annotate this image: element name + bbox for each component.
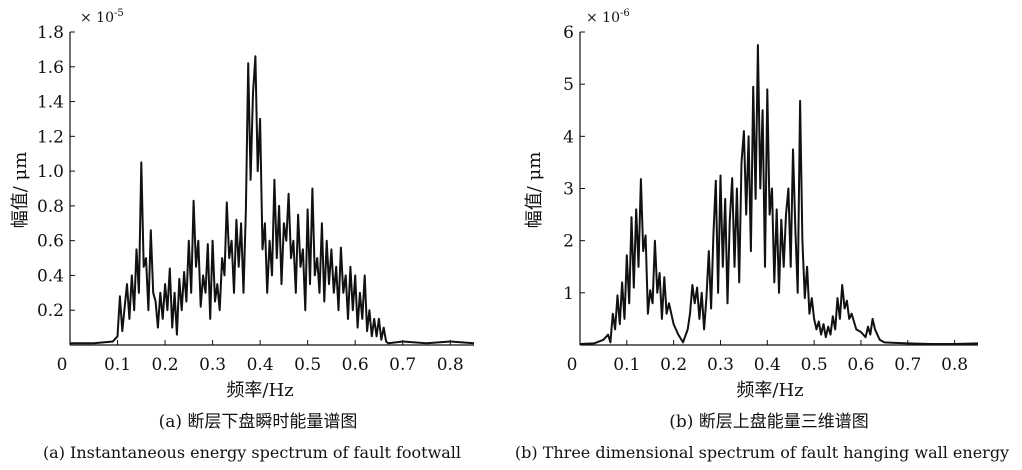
chartB-x-tick-label: 0.5 [801,355,828,375]
chart-b-caption-en: (b) Three dimensional spectrum of fault … [515,443,1009,462]
chart-b-caption-cn: (b) 断层上盘能量三维谱图 [669,412,869,432]
chartB-y-tick-label: 5 [563,75,574,95]
chart-b-y-label: 幅值/ μm [524,152,545,229]
chart-a-y-label: 幅值/ μm [10,152,31,229]
chartA-x-tick-label: 0.8 [437,355,464,375]
chart-a-caption-en: (a) Instantaneous energy spectrum of fau… [43,443,461,462]
chartB-y-tick-label: 3 [563,180,574,200]
chartB-x-tick-label: 0.2 [660,355,687,375]
chart-a-y-ticks: 0.2 0.4 0.6 0.8 1.0 1.2 1.4 1.6 1.8 [37,23,75,321]
chartA-x-tick-label: 0.1 [104,355,131,375]
chartA-x-tick-label: 0.7 [389,355,416,375]
chartB-y-tick-label: 6 [563,23,574,43]
chart-a-x-origin-label: 0 [57,355,68,375]
chartA-y-tick-label: 1.0 [37,162,64,182]
chartB-x-tick-label: 0.3 [707,355,734,375]
chartA-y-tick-label: 1.8 [37,23,64,43]
chartA-y-tick-label: 0.2 [37,301,64,321]
chart-b-series-line [579,44,979,345]
chartA-x-tick-label: 0.3 [199,355,226,375]
chart-a-caption-cn: (a) 断层下盘瞬时能量谱图 [159,412,358,432]
chartB-x-tick-label: 0.6 [847,355,874,375]
chart-b-x-origin-label: 0 [567,355,578,375]
chart-a-series-line [70,55,475,345]
chartA-x-tick-label: 0.2 [152,355,179,375]
chartB-y-tick-label: 2 [563,232,574,252]
chartB-x-tick-label: 0.4 [754,355,781,375]
chart-b-x-label: 频率/Hz [736,380,803,401]
chart-a-x-label: 频率/Hz [226,380,293,401]
chartA-y-tick-label: 0.8 [37,197,64,217]
chartB-x-tick-label: 0.8 [941,355,968,375]
chartA-x-tick-label: 0.4 [247,355,274,375]
chart-a: 0.2 0.4 0.6 0.8 1.0 1.2 1.4 1.6 1.8 0.1 0.2 0.3 0.4… [10,8,475,462]
chart-a-x-ticks: 0.1 0.2 0.3 0.4 0.5 0.6 0.7 0.8 [104,340,464,375]
chartA-x-tick-label: 0.5 [294,355,321,375]
chartB-y-tick-label: 1 [563,284,574,304]
chart-b-multiplier: × 10-6 [586,8,630,26]
chartA-y-tick-label: 1.2 [37,127,64,147]
chartB-x-tick-label: 0.7 [894,355,921,375]
chartA-y-tick-label: 1.6 [37,58,64,78]
chart-b: 1 2 3 4 5 6 0.1 0.2 0.3 0.4 0.5 0.6 0.7 0.8 0 × 10-6… [515,8,1009,462]
chartA-y-tick-label: 1.4 [37,93,64,113]
chartA-y-tick-label: 0.4 [37,266,64,286]
chartA-y-tick-label: 0.6 [37,232,64,252]
chartB-x-tick-label: 0.1 [613,355,640,375]
chartB-y-tick-label: 4 [563,127,574,147]
chart-a-multiplier: × 10-5 [80,8,124,26]
chart-b-y-ticks: 1 2 3 4 5 6 [563,23,585,304]
chartA-x-tick-label: 0.6 [342,355,369,375]
chart-b-x-ticks: 0.1 0.2 0.3 0.4 0.5 0.6 0.7 0.8 [613,340,968,375]
